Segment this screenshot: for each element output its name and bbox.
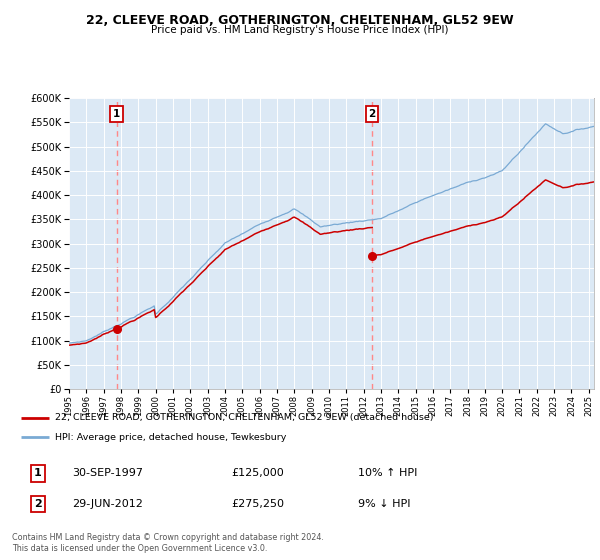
Text: 22, CLEEVE ROAD, GOTHERINGTON, CHELTENHAM, GL52 9EW (detached house): 22, CLEEVE ROAD, GOTHERINGTON, CHELTENHA… xyxy=(55,413,434,422)
Text: 9% ↓ HPI: 9% ↓ HPI xyxy=(358,499,410,509)
Text: HPI: Average price, detached house, Tewkesbury: HPI: Average price, detached house, Tewk… xyxy=(55,432,287,442)
Text: 10% ↑ HPI: 10% ↑ HPI xyxy=(358,468,417,478)
Text: 22, CLEEVE ROAD, GOTHERINGTON, CHELTENHAM, GL52 9EW: 22, CLEEVE ROAD, GOTHERINGTON, CHELTENHA… xyxy=(86,14,514,27)
Text: 2: 2 xyxy=(34,499,42,509)
Text: Price paid vs. HM Land Registry's House Price Index (HPI): Price paid vs. HM Land Registry's House … xyxy=(151,25,449,35)
Text: £275,250: £275,250 xyxy=(231,499,284,509)
Text: £125,000: £125,000 xyxy=(231,468,284,478)
Text: 30-SEP-1997: 30-SEP-1997 xyxy=(73,468,143,478)
Text: 1: 1 xyxy=(34,468,42,478)
Text: 2: 2 xyxy=(368,109,376,119)
Text: Contains HM Land Registry data © Crown copyright and database right 2024.
This d: Contains HM Land Registry data © Crown c… xyxy=(12,533,324,553)
Text: 1: 1 xyxy=(113,109,120,119)
Text: 29-JUN-2012: 29-JUN-2012 xyxy=(73,499,143,509)
